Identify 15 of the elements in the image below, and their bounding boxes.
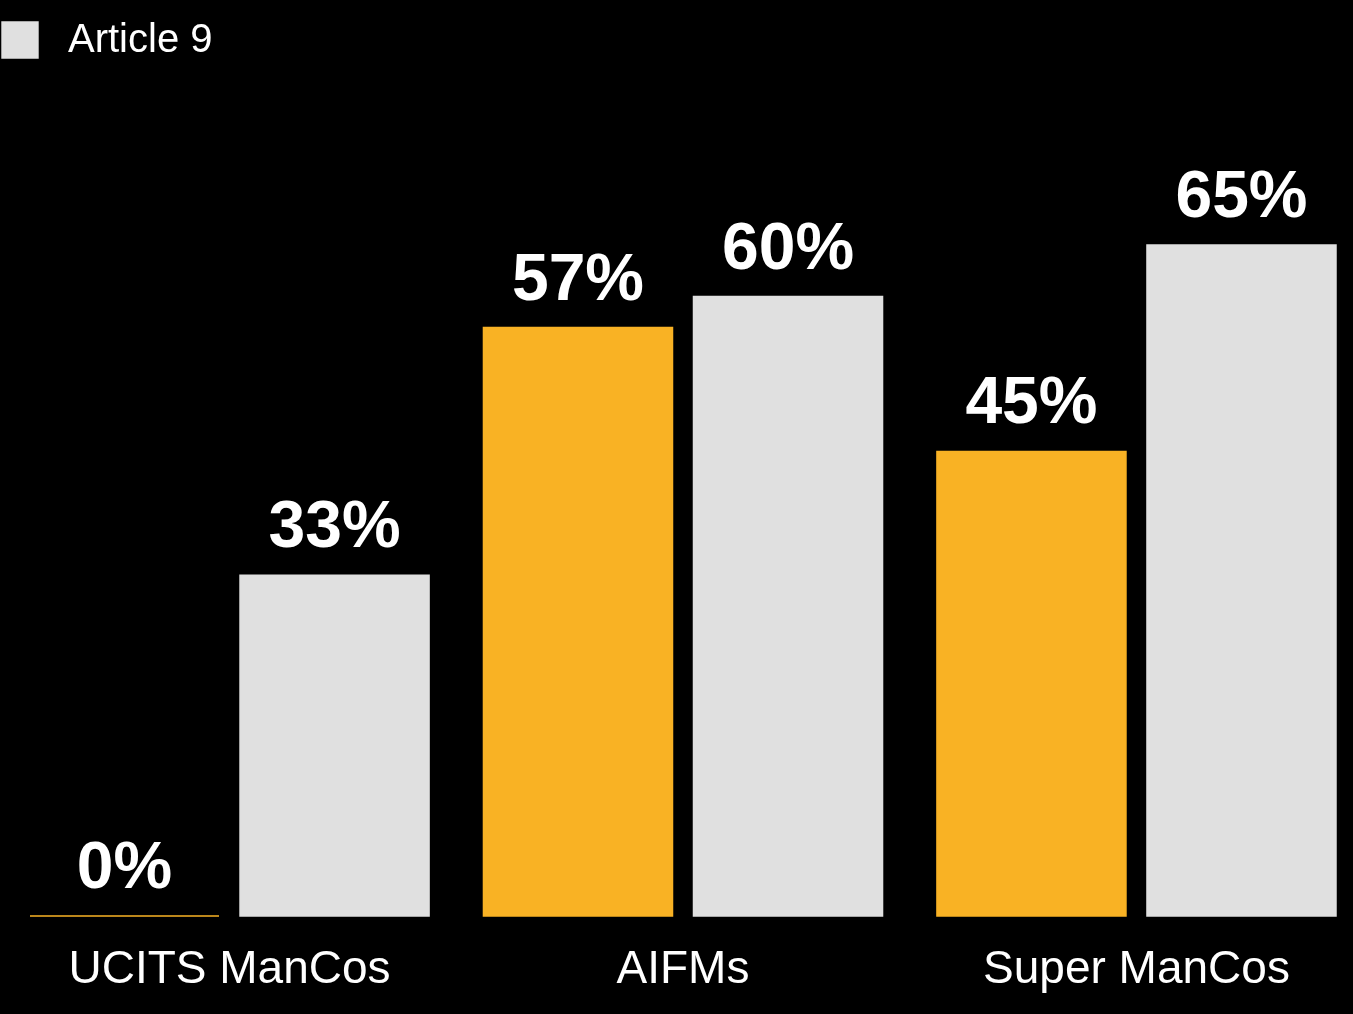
bar (1146, 244, 1337, 917)
bar (692, 295, 884, 917)
data-label: 33% (268, 487, 401, 562)
legend-label: Article 9 (68, 16, 213, 60)
data-label: 0% (76, 828, 173, 902)
bar (482, 326, 674, 917)
bar (239, 574, 430, 917)
x-tick-label: Super ManCos (983, 940, 1290, 993)
data-label: 57% (511, 239, 645, 314)
data-label: 65% (1175, 157, 1308, 231)
x-tick-label: AIFMs (616, 940, 750, 993)
data-label: 45% (965, 363, 1098, 438)
x-tick-label: UCITS ManCos (68, 940, 391, 993)
bar (936, 450, 1127, 917)
data-label: 60% (721, 208, 855, 283)
